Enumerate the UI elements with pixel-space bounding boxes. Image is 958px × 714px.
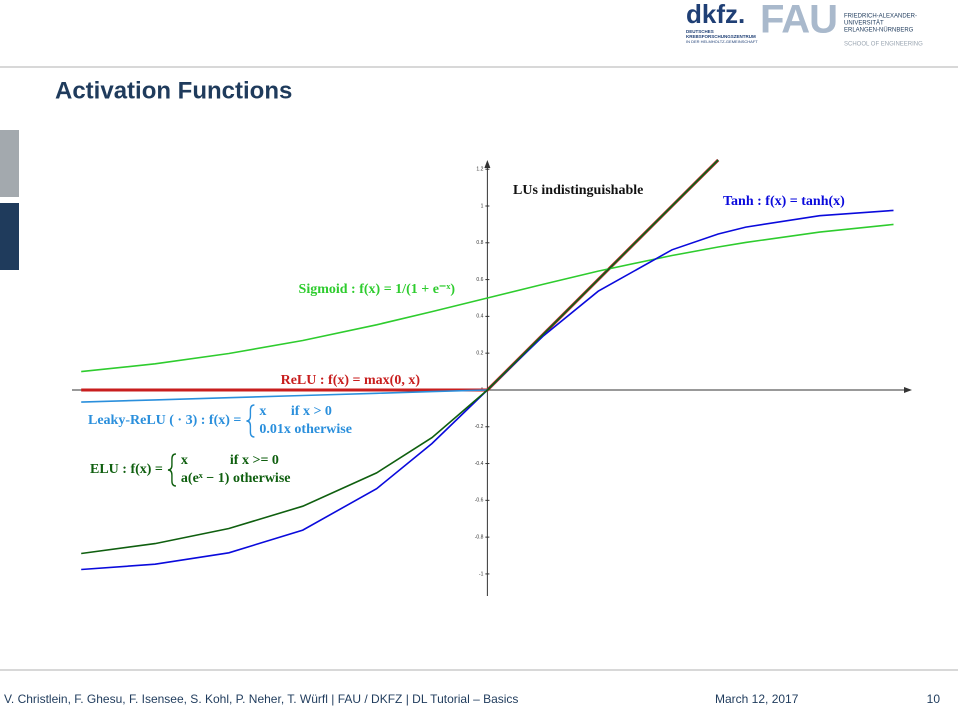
- y-tick-label: 0.8: [476, 240, 483, 246]
- series-label: ELU : f(x) =: [90, 462, 163, 477]
- y-tick-label: 0.6: [476, 277, 483, 283]
- series-label: Tanh : f(x) = tanh(x): [723, 194, 845, 209]
- dkfz-sub: IN DER HELMHOLTZ-GEMEINSCHAFT: [686, 39, 758, 44]
- dkfz-logo: dkfz.: [686, 0, 745, 29]
- y-tick-label: -0.4: [475, 461, 484, 467]
- y-tick-label: 1.2: [476, 167, 483, 173]
- series-line: [81, 159, 719, 555]
- y-tick-label: -1: [479, 571, 484, 577]
- side-bar: [0, 130, 19, 197]
- y-tick-label: 1: [481, 203, 484, 209]
- y-tick-label: -0.2: [475, 424, 484, 430]
- case-line: x if x > 0: [259, 404, 332, 419]
- y-tick-label: -0.6: [475, 498, 484, 504]
- series-label: ReLU : f(x) = max(0, x): [281, 373, 421, 388]
- y-axis-arrow: [484, 160, 491, 168]
- y-tick-label: 0.4: [476, 314, 483, 320]
- footer-authors: V. Christlein, F. Ghesu, F. Isensee, S. …: [4, 692, 518, 706]
- brace: [246, 404, 255, 438]
- side-bar: [0, 203, 19, 270]
- slide-title: Activation Functions: [55, 77, 292, 104]
- fau-sub: FRIEDRICH-ALEXANDER-: [844, 14, 917, 20]
- series-line: [81, 223, 894, 373]
- fau-sub: ERLANGEN-NÜRNBERG: [844, 27, 914, 34]
- y-tick-label: 0.2: [476, 350, 483, 356]
- brace: [167, 453, 176, 487]
- fau-sub: UNIVERSITÄT: [844, 20, 884, 27]
- fau-logo: FAU: [760, 0, 838, 42]
- footer-page: 10: [927, 692, 941, 706]
- y-tick-label: -0.8: [475, 534, 484, 540]
- dkfz-sub: DEUTSCHES: [686, 29, 714, 34]
- dkfz-sub: KREBSFORSCHUNGSZENTRUM: [686, 34, 756, 39]
- annotation: LUs indistinguishable: [513, 183, 643, 198]
- case-line: a(eˣ − 1) otherwise: [181, 471, 291, 486]
- series-label: Sigmoid : f(x) = 1/(1 + e⁻ˣ): [299, 282, 456, 297]
- case-line: x if x >= 0: [181, 453, 279, 468]
- series-label: Leaky-ReLU ( · 3) : f(x) =: [88, 413, 241, 428]
- footer-date: March 12, 2017: [715, 692, 799, 706]
- school: SCHOOL OF ENGINEERING: [844, 42, 923, 48]
- x-axis-arrow: [904, 386, 912, 393]
- plot: -1-0.8-0.6-0.4-0.200.20.40.60.811.2Sigmo…: [72, 158, 912, 596]
- case-line: 0.01x otherwise: [259, 422, 352, 437]
